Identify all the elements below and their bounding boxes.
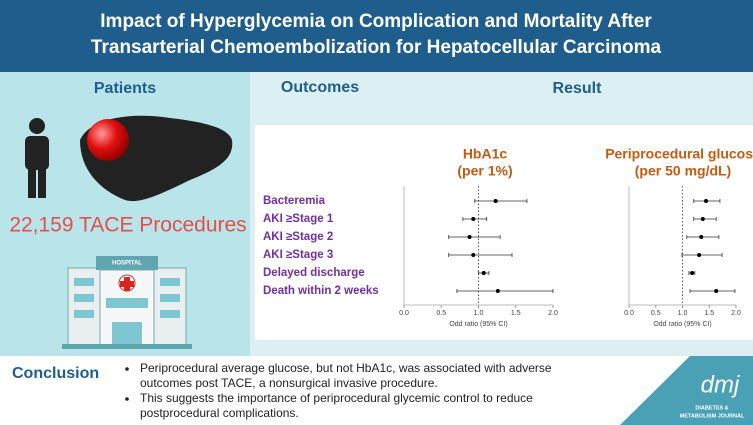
point-estimate <box>690 271 695 275</box>
bullet-text: Periprocedural average glucose, but not … <box>140 361 552 375</box>
bullet-text: postprocedural complications. <box>140 406 299 420</box>
heading: Outcomes <box>281 79 359 96</box>
logo-text: METABOLISM JOURNAL <box>680 413 745 419</box>
x-tick-label: 1.5 <box>511 310 521 317</box>
x-tick-label: 1.5 <box>704 310 714 317</box>
x-tick-label: 1.0 <box>678 310 688 317</box>
chart-title: Periprocedural glucose <box>605 146 753 162</box>
logo-band <box>620 356 753 425</box>
point-estimate <box>471 217 476 221</box>
x-tick-label: 0.0 <box>624 310 634 317</box>
heading: Conclusion <box>12 365 99 382</box>
row-label: Delayed discharge <box>263 267 365 279</box>
x-tick-label: 0.0 <box>399 310 409 317</box>
plot-box <box>255 125 753 340</box>
point-estimate <box>704 199 709 203</box>
x-tick-label: 2.0 <box>731 310 741 317</box>
logo-text: DIABETES & <box>695 405 728 411</box>
x-tick-label: 0.5 <box>436 310 446 317</box>
bullet-dot <box>125 367 129 371</box>
chart-subtitle: (per 50 mg/dL) <box>635 163 731 179</box>
row-label: AKI ≥Stage 3 <box>263 249 333 261</box>
tumor-icon <box>87 119 129 161</box>
row-label: AKI ≥Stage 2 <box>263 231 333 243</box>
conclusion-panel <box>0 356 753 425</box>
bullet-dot <box>125 397 129 401</box>
title: Impact of Hyperglycemia on Complication … <box>100 11 652 32</box>
bullet-text: This suggests the importance of periproc… <box>140 391 533 405</box>
point-estimate <box>471 253 476 257</box>
point-estimate <box>481 271 486 275</box>
heading: Result <box>553 80 603 97</box>
x-tick-label: 2.0 <box>548 310 558 317</box>
logo-mark: dmj <box>701 371 740 398</box>
point-estimate <box>697 253 702 257</box>
point-estimate <box>699 235 704 239</box>
hospital-label: HOSPITAL <box>112 261 142 267</box>
hospital-icon <box>62 256 192 349</box>
header-band <box>0 0 753 72</box>
point-estimate <box>467 235 472 239</box>
x-axis-label: Odd ratio (95% CI) <box>653 321 711 328</box>
chart-subtitle: (per 1%) <box>457 163 512 179</box>
procedure-count: 22,159 TACE Procedures <box>9 214 246 237</box>
title: Transarterial Chemoembolization for Hepa… <box>91 37 662 58</box>
bullet-text: outcomes post TACE, a nonsurgical invasi… <box>140 376 438 390</box>
row-label: Bacteremia <box>263 195 326 207</box>
person-icon <box>25 118 49 198</box>
point-estimate <box>495 289 500 293</box>
x-tick-label: 0.5 <box>651 310 661 317</box>
chart-title: HbA1c <box>463 146 508 162</box>
point-estimate <box>714 289 719 293</box>
x-tick-label: 1.0 <box>474 310 484 317</box>
row-label: AKI ≥Stage 1 <box>263 213 334 225</box>
heading: Patients <box>94 80 156 97</box>
row-label: Death within 2 weeks <box>263 285 379 297</box>
x-axis-label: Odd ratio (95% CI) <box>449 321 507 328</box>
point-estimate <box>700 217 705 221</box>
point-estimate <box>493 199 498 203</box>
